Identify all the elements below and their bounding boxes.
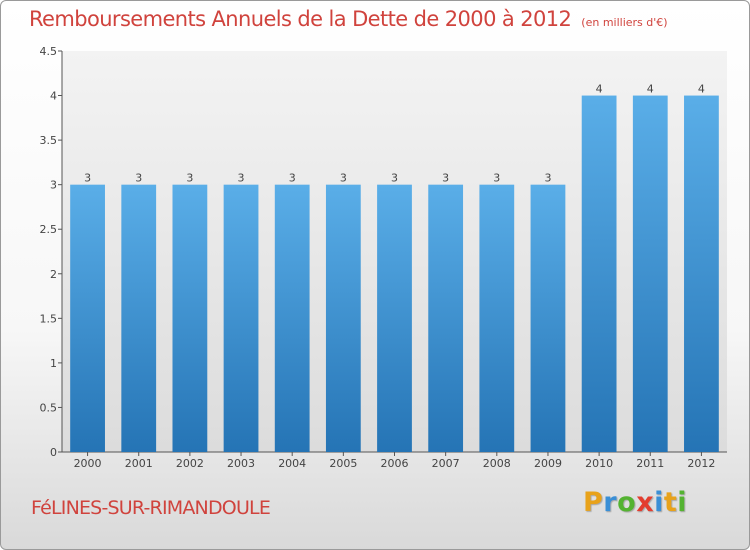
y-tick-label: 1 [50, 357, 57, 370]
logo-letter: x [636, 487, 655, 518]
x-tick-label: 2005 [329, 457, 357, 470]
x-tick-label: 2001 [125, 457, 153, 470]
logo-letter: r [603, 487, 618, 518]
y-tick-label: 3.5 [40, 134, 58, 147]
bar-2009 [530, 184, 566, 452]
x-tick-label: 2007 [432, 457, 460, 470]
x-tick-label: 2006 [381, 457, 409, 470]
bar-2003 [223, 184, 259, 452]
bar-value-label: 3 [289, 172, 296, 185]
chart-title-text: Remboursements Annuels de la Dette de 20… [29, 7, 572, 31]
chart-unit-label: (en milliers d'€) [581, 16, 668, 29]
bar-value-label: 3 [442, 172, 449, 185]
x-tick-label: 2004 [278, 457, 306, 470]
bar-2012 [684, 95, 719, 453]
logo-letter: t [663, 487, 678, 518]
x-tick-label: 2009 [534, 457, 562, 470]
chart-title: Remboursements Annuels de la Dette de 20… [29, 7, 668, 31]
logo-letter: o [617, 487, 637, 518]
bar-value-label: 4 [596, 83, 603, 96]
bar-2010 [581, 95, 617, 453]
y-tick-label: 2 [50, 268, 57, 281]
bar-2000 [70, 184, 105, 452]
bar-2002 [172, 184, 208, 452]
bar-2001 [121, 184, 157, 452]
bar-2004 [274, 184, 310, 452]
x-tick-label: 2003 [227, 457, 255, 470]
x-axis-ticks: 2000 2001 2002 2003 2004 2005 2006 2007 2008 2009… [74, 452, 715, 470]
y-tick-label: 3 [50, 179, 57, 192]
bar-2008 [479, 184, 515, 452]
bars-group: 3 3 3 3 3 3 3 3 3 3 4 4 4 [70, 83, 719, 453]
bar-2005 [325, 184, 361, 452]
x-tick-label: 2010 [585, 457, 613, 470]
y-tick-label: 4 [50, 90, 57, 103]
bar-value-label: 3 [391, 172, 398, 185]
y-tick-label: 1.5 [40, 312, 58, 325]
bar-value-label: 3 [493, 172, 500, 185]
bar-2007 [428, 184, 464, 452]
bar-value-label: 3 [544, 172, 551, 185]
bar-value-label: 3 [340, 172, 347, 185]
logo-letter: i [677, 487, 688, 518]
proxiti-logo: Proxiti [583, 487, 687, 518]
x-tick-label: 2008 [483, 457, 511, 470]
x-tick-label: 2002 [176, 457, 204, 470]
y-tick-label: 4.5 [40, 45, 58, 58]
bar-value-label: 3 [238, 172, 245, 185]
bar-value-label: 3 [186, 172, 193, 185]
bar-2011 [632, 95, 668, 453]
bar-value-label: 3 [84, 172, 91, 185]
bar-value-label: 4 [698, 83, 705, 96]
y-tick-label: 0.5 [40, 401, 58, 414]
x-tick-label: 2012 [687, 457, 715, 470]
x-tick-label: 2000 [74, 457, 102, 470]
bar-chart: 00.511.522.533.544.5 3 3 3 3 3 3 3 3 3 34 4 4 2000 2… [40, 45, 727, 470]
y-tick-label: 2.5 [40, 223, 58, 236]
logo-letter: i [654, 487, 664, 518]
logo-letter: P [583, 487, 604, 518]
town-name: FéLINES-SUR-RIMANDOULE [31, 497, 271, 519]
y-tick-label: 0 [50, 446, 57, 459]
bar-value-label: 3 [135, 172, 142, 185]
bar-value-label: 4 [647, 83, 654, 96]
x-tick-label: 2011 [636, 457, 664, 470]
bar-2006 [377, 184, 412, 452]
y-axis-ticks: 0 0.5 1 1.5 2 2.5 3 3.5 4 4.5 [40, 45, 62, 459]
